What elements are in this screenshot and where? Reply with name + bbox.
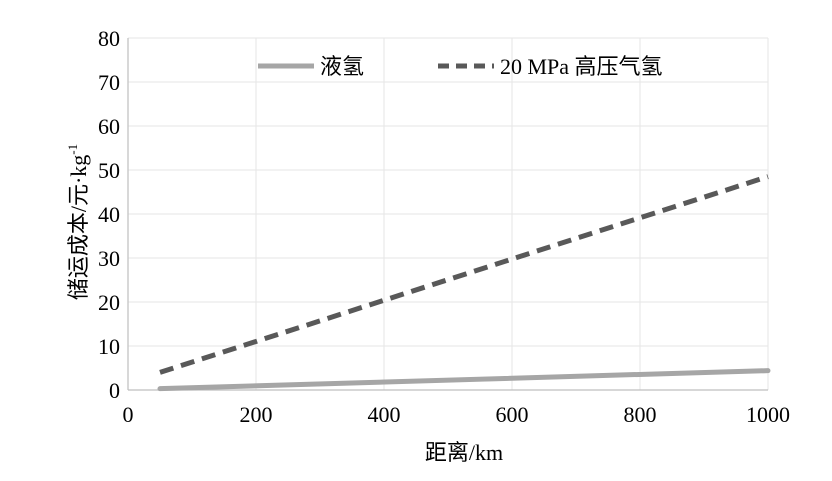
x-tick-label: 1000 xyxy=(746,402,790,427)
y-tick-label: 20 xyxy=(98,290,120,315)
y-tick-label: 70 xyxy=(98,70,120,95)
y-tick-label: 80 xyxy=(98,26,120,51)
x-axis-title: 距离/km xyxy=(425,440,503,465)
y-axis-title-group: 储运成本/元·kg-1 xyxy=(65,144,91,300)
grid xyxy=(128,37,769,390)
x-tick-label: 800 xyxy=(624,402,657,427)
x-tick-label: 600 xyxy=(496,402,529,427)
y-tick-label: 40 xyxy=(98,202,120,227)
y-axis-title: 储运成本/元·kg-1 xyxy=(65,144,91,300)
legend-label-1: 液氢 xyxy=(320,54,364,79)
axes xyxy=(127,38,768,391)
y-axis-title-superscript: -1 xyxy=(65,144,80,155)
x-tick-label: 200 xyxy=(240,402,273,427)
y-tick-label: 30 xyxy=(98,246,120,271)
y-tick-label: 0 xyxy=(109,378,120,403)
series-line-1 xyxy=(157,368,771,392)
series-layer xyxy=(157,174,771,392)
x-tick-label: 0 xyxy=(123,402,134,427)
y-axis-title-main: 储运成本/元·kg xyxy=(66,155,91,300)
legend: 液氢 20 MPa 高压气氢 xyxy=(258,54,663,79)
series-line-2 xyxy=(159,174,769,375)
x-tick-label: 400 xyxy=(368,402,401,427)
y-tick-label: 50 xyxy=(98,158,120,183)
y-tick-label: 10 xyxy=(98,334,120,359)
y-tick-label: 60 xyxy=(98,114,120,139)
legend-label-2: 20 MPa 高压气氢 xyxy=(500,54,663,79)
